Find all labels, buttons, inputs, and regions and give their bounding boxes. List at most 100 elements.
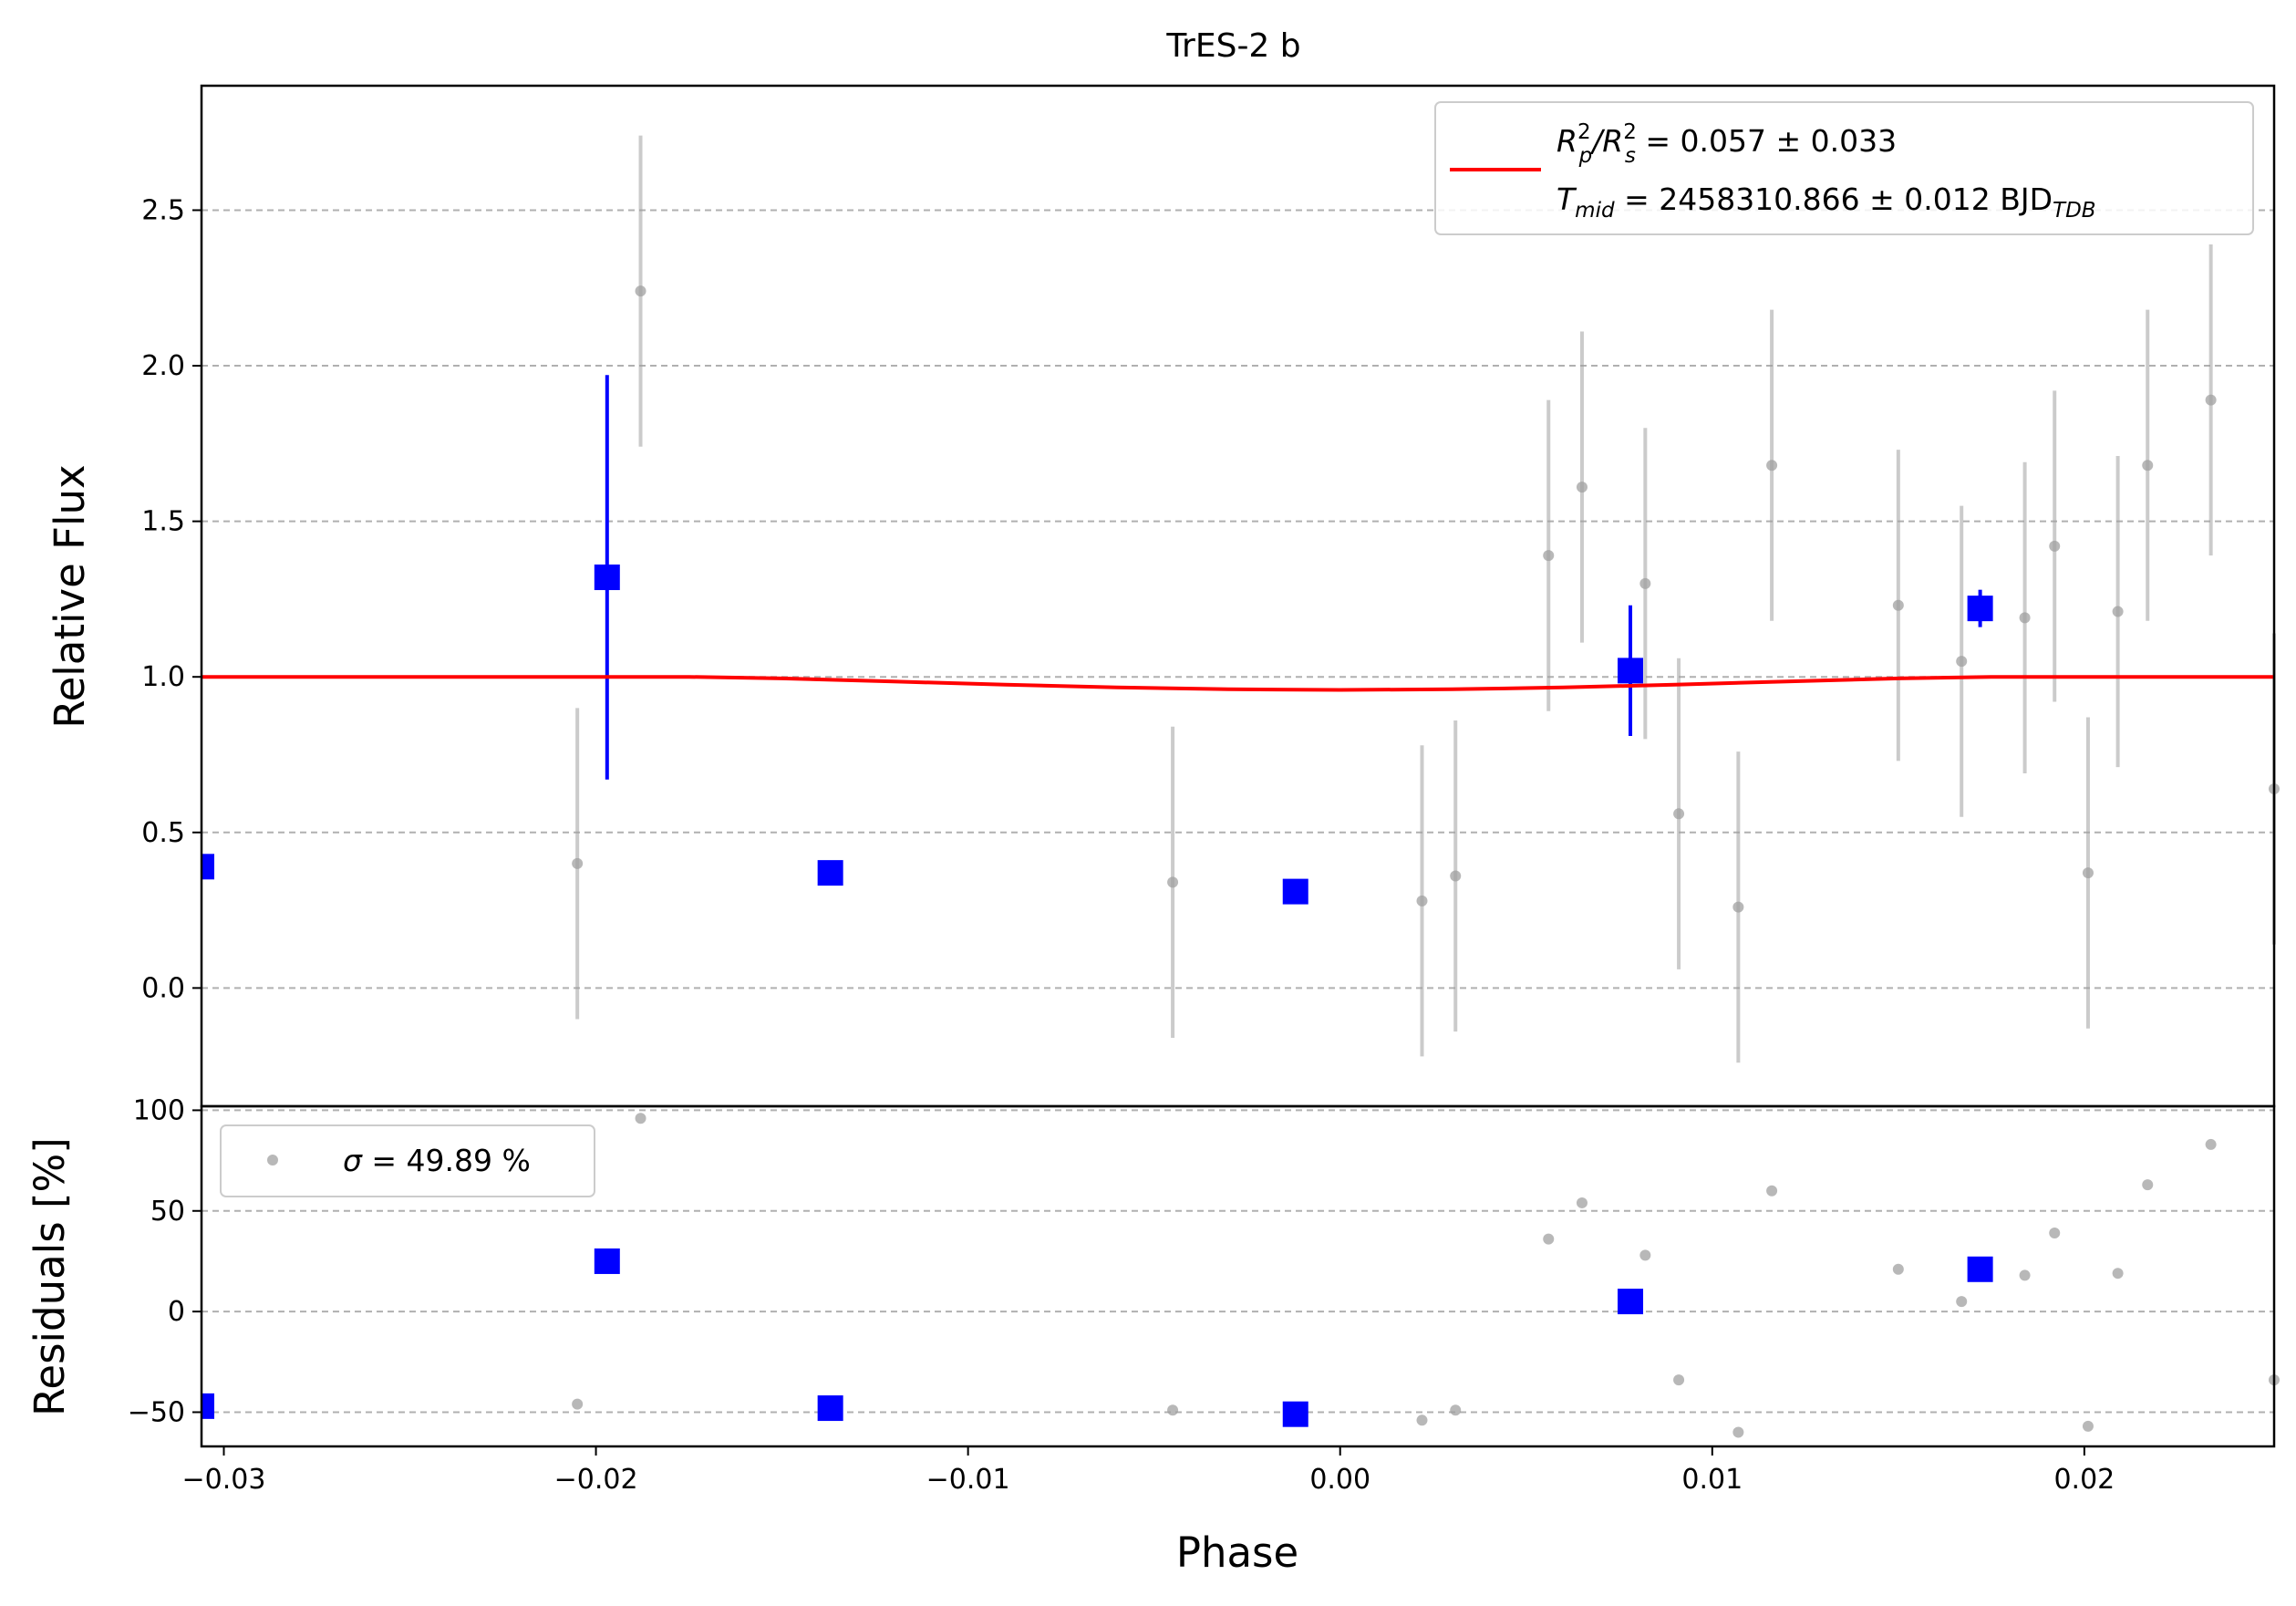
legend-tmid-value: = 2458310.866 ± 0.012 BJD [1615,181,2053,217]
residual-raw-point [1766,1185,1778,1197]
main-y-tick-label: 0.5 [141,817,185,849]
residuals-binned-points [202,1248,1993,1427]
legend-tdb-sub: TDB [2053,199,2096,223]
legend-rs: /R [1589,123,1623,159]
residual-raw-point [2082,1420,2094,1432]
binned-point [202,854,214,880]
main-y-axis-label: Relative Flux [46,464,94,728]
main-legend-box [1434,101,2254,235]
residual-raw-point [2112,1268,2124,1280]
residual-binned-point [817,1395,843,1422]
binned-point [1967,596,1993,622]
legend-sigma-value: = 49.89 % [362,1143,531,1178]
legend-rs-sub: s [1625,144,1636,168]
raw-point [1416,895,1428,907]
residual-binned-point [1618,1289,1644,1315]
binned-point [1282,878,1308,905]
residuals-x-ticks: −0.03 −0.02 −0.01 0.00 0.01 0.02 [182,1446,2115,1496]
residual-raw-point [2019,1269,2031,1281]
legend-tmid: Tmid = 2458310.866 ± 0.012 BJDTDB [1557,181,2096,223]
main-legend: R2 p/R2 s = 0.057 ± 0.033 Tmid = 2458310.8… [1434,101,2254,235]
residual-raw-point [1673,1374,1685,1386]
main-y-tick-label: 2.5 [141,194,185,226]
residual-raw-point [1956,1296,1968,1308]
residuals-raw-points [572,1113,2280,1438]
x-tick-label: 0.02 [2053,1464,2115,1496]
residual-raw-point [1576,1197,1588,1208]
main-y-tick-label: 1.5 [141,506,185,538]
residual-binned-point [1282,1401,1308,1427]
raw-point [1956,656,1968,668]
raw-point [635,285,646,297]
residuals-y-ticks: −50 0 50 100 [128,1094,202,1428]
legend-t: T [1557,181,1577,217]
residual-raw-point [572,1398,584,1410]
raw-point [1450,870,1462,882]
raw-point [2142,460,2154,471]
residuals-axes-frame [200,1104,2276,1448]
residual-raw-point [2142,1179,2154,1191]
raw-point [1892,599,1904,611]
binned-point [817,860,843,886]
legend-r-sub: p [1578,144,1593,168]
raw-point [1167,876,1179,888]
residuals-y-tick-label: 100 [133,1094,185,1126]
residual-raw-point [1167,1404,1179,1416]
main-y-ticks: 0.0 0.5 1.0 1.5 2.0 2.5 [141,194,202,1004]
residual-raw-point [1450,1404,1462,1416]
legend-rs-sup: 2 [1623,120,1637,144]
residuals-y-tick-label: 50 [150,1196,185,1228]
raw-point [1639,577,1651,589]
residual-raw-point [1639,1249,1651,1261]
x-axis-label: Phase [1176,1528,1298,1577]
residual-raw-point [2205,1138,2217,1150]
residual-raw-point [1416,1414,1428,1426]
x-tick-label: −0.01 [926,1464,1010,1496]
residual-raw-point [635,1113,646,1124]
residuals-legend: σ = 49.89 % [220,1124,595,1197]
raw-point [1673,808,1685,820]
main-raw-points [572,135,2280,1063]
raw-point [1543,550,1555,562]
residuals-y-tick-label: −50 [128,1396,185,1428]
x-tick-label: −0.02 [554,1464,638,1496]
raw-point [572,857,584,869]
raw-point [1766,460,1778,471]
residuals-gridlines [202,1109,2274,1414]
legend-sigma-symbol: σ [343,1143,363,1178]
x-tick-label: 0.01 [1681,1464,1743,1496]
legend-radius-value: = 0.057 ± 0.033 [1636,123,1897,159]
residuals-panel: −50 0 50 100 −0.03 −0.02 −0.01 0.00 0.01 0.02 Re… [26,1094,2280,1577]
raw-point [2112,606,2124,617]
residual-raw-point [2049,1228,2061,1239]
main-panel: 0.00.51.01.52.02.5 Relative Flux R2 p/R2 s… [46,84,2280,1108]
binned-point [594,565,620,591]
main-y-tick-label: 0.0 [141,972,185,1004]
legend-sigma: σ = 49.89 % [343,1143,531,1178]
legend-r-sup: 2 [1577,120,1591,144]
residual-binned-point [1967,1256,1993,1282]
binned-point [1618,658,1644,684]
residual-raw-point [1543,1233,1555,1245]
legend-t-sub: mid [1575,199,1615,223]
x-tick-label: 0.00 [1309,1464,1370,1496]
main-y-tick-label: 1.0 [141,661,185,693]
residual-raw-point [1892,1263,1904,1275]
residuals-y-tick-label: 0 [168,1296,185,1328]
raw-point [2049,540,2061,552]
main-y-tick-label: 2.0 [141,350,185,382]
main-binned-points [202,375,1993,905]
legend-radius-ratio: R2 p/R2 s = 0.057 ± 0.033 [1557,120,1897,168]
x-tick-label: −0.03 [182,1464,266,1496]
model-line [202,675,2274,692]
residuals-legend-box [220,1124,595,1197]
legend-residual-swatch [267,1155,278,1166]
raw-point [2019,612,2031,624]
residual-binned-point [594,1248,620,1274]
residual-raw-point [1732,1426,1744,1438]
raw-point [2082,867,2094,879]
legend-r: R [1557,123,1577,159]
residuals-y-axis-label: Residuals [%] [26,1137,74,1416]
